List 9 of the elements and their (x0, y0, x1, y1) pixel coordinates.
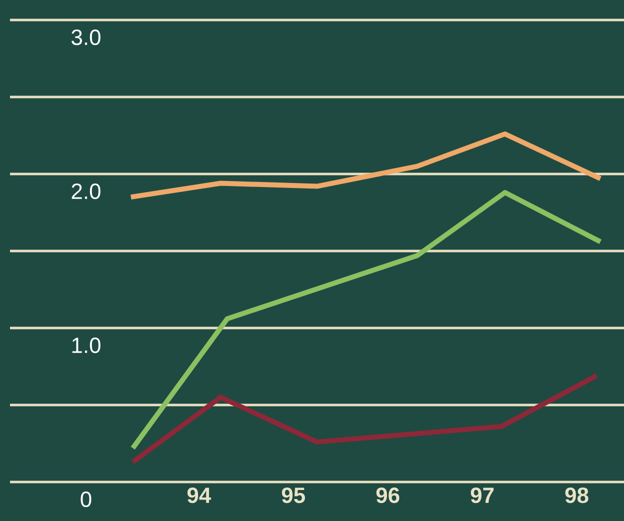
x-tick-label: 97 (470, 488, 494, 504)
y-tick-label: 1.0 (72, 338, 100, 354)
x-tick-label: 98 (565, 488, 588, 504)
x-tick-label: 94 (187, 488, 212, 504)
y-tick-label: 0 (80, 492, 92, 508)
x-tick-label: 95 (282, 488, 306, 504)
x-tick-label: 96 (376, 488, 400, 504)
y-tick-label: 3.0 (72, 30, 100, 46)
y-tick-label: 2.0 (72, 184, 100, 200)
